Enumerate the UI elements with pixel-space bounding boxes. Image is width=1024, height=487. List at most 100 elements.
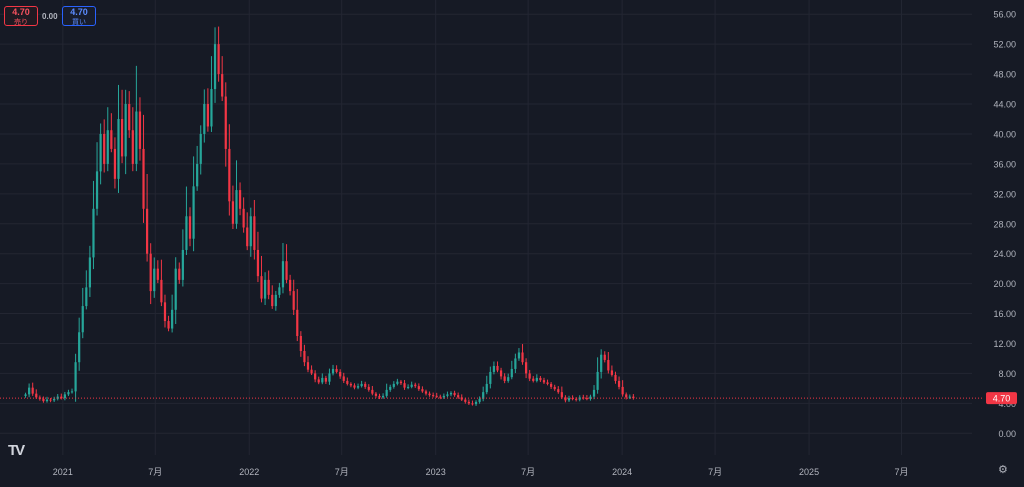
candle-down	[149, 253, 152, 292]
candle-down	[607, 359, 610, 371]
candle-down	[374, 393, 378, 396]
buy-button[interactable]: 4.70 買い	[62, 6, 96, 26]
candle-down	[610, 370, 614, 375]
x-tick-label: 2023	[426, 467, 446, 477]
candle-down	[503, 376, 506, 381]
candle-down	[160, 279, 163, 303]
candle-down	[163, 302, 167, 322]
candle-up	[535, 377, 538, 381]
y-tick-label: 8.00	[998, 369, 1016, 379]
time-axis[interactable]: 2021 7月 2022 7月 2023 7月 2024 7月 2025 7月	[53, 467, 909, 477]
candle-up	[185, 216, 188, 250]
candle-down	[128, 104, 131, 131]
candle-down	[167, 321, 170, 329]
gear-icon[interactable]: ⚙	[998, 464, 1008, 476]
candle-up	[281, 261, 285, 288]
candle-up	[63, 394, 66, 399]
candle-down	[260, 276, 263, 299]
candle-down	[424, 391, 428, 394]
candle-down	[582, 397, 585, 399]
tradingview-logo[interactable]: TV	[8, 442, 25, 459]
candle-down	[289, 279, 292, 292]
candle-down	[113, 148, 117, 179]
candle-up	[88, 257, 92, 288]
candle-down	[471, 403, 474, 405]
candle-down	[453, 392, 456, 396]
candle-down	[542, 380, 546, 383]
candle-down	[217, 44, 220, 75]
candle-up	[81, 306, 84, 333]
candle-down	[49, 399, 52, 401]
candle-up	[192, 186, 195, 239]
candle-down	[285, 261, 288, 280]
candle-up	[74, 362, 77, 392]
candle-down	[367, 386, 370, 390]
candle-down	[339, 371, 342, 377]
sell-label: 売り	[14, 19, 28, 26]
candle-up	[592, 389, 596, 397]
candle-down	[428, 393, 431, 396]
y-tick-label: 16.00	[993, 309, 1016, 319]
candle-down	[35, 393, 38, 398]
candle-down	[231, 201, 235, 224]
x-tick-label: 7月	[895, 467, 909, 477]
candle-up	[600, 354, 603, 372]
sell-button[interactable]: 4.70 売り	[4, 6, 38, 26]
candle-up	[135, 111, 138, 164]
y-tick-label: 20.00	[993, 279, 1016, 289]
candle-down	[575, 398, 578, 400]
candle-down	[499, 370, 503, 377]
candle-up	[567, 398, 571, 401]
candle-up	[174, 268, 177, 310]
candle-down	[457, 395, 460, 398]
sell-price: 4.70	[12, 7, 30, 17]
candle-up	[328, 373, 331, 382]
candle-up	[274, 294, 277, 307]
candle-up	[482, 392, 485, 399]
candle-down	[110, 130, 113, 149]
y-tick-label: 40.00	[993, 129, 1016, 139]
x-tick-label: 2025	[799, 467, 819, 477]
candle-down	[324, 377, 327, 382]
candle-up	[78, 332, 81, 363]
x-tick-label: 2021	[53, 467, 73, 477]
candle-down	[349, 383, 353, 386]
candle-down	[188, 216, 192, 239]
candle-down	[303, 350, 306, 363]
candle-down	[306, 362, 310, 370]
candle-down	[299, 336, 302, 351]
candle-up	[385, 389, 388, 396]
candle-up	[514, 358, 517, 369]
candle-up	[235, 190, 238, 224]
candle-down	[314, 373, 317, 380]
candle-up	[263, 279, 267, 299]
candle-up	[278, 287, 281, 295]
candle-up	[95, 171, 99, 209]
candle-down	[310, 369, 313, 374]
candle-up	[45, 399, 49, 402]
candle-down	[435, 395, 438, 397]
candle-down	[564, 397, 567, 401]
candle-up	[474, 401, 478, 405]
candle-up	[406, 386, 410, 388]
candle-down	[206, 104, 209, 127]
candle-up	[356, 386, 360, 388]
candle-down	[103, 133, 106, 164]
candle-down	[464, 399, 467, 402]
candle-down	[371, 389, 374, 394]
price-axis[interactable]: 0.004.008.0012.0016.0020.0024.0028.0032.…	[993, 10, 1016, 439]
candle-down	[253, 216, 256, 250]
candle-down	[317, 379, 320, 383]
candle-up	[596, 371, 599, 390]
candle-down	[399, 381, 403, 384]
candle-up	[381, 395, 385, 398]
candle-down	[553, 386, 556, 390]
candle-up	[396, 381, 399, 384]
x-tick-label: 2022	[239, 467, 259, 477]
candle-down	[131, 130, 134, 164]
candle-down	[221, 74, 224, 97]
candle-up	[485, 383, 488, 393]
candle-up	[389, 386, 392, 390]
